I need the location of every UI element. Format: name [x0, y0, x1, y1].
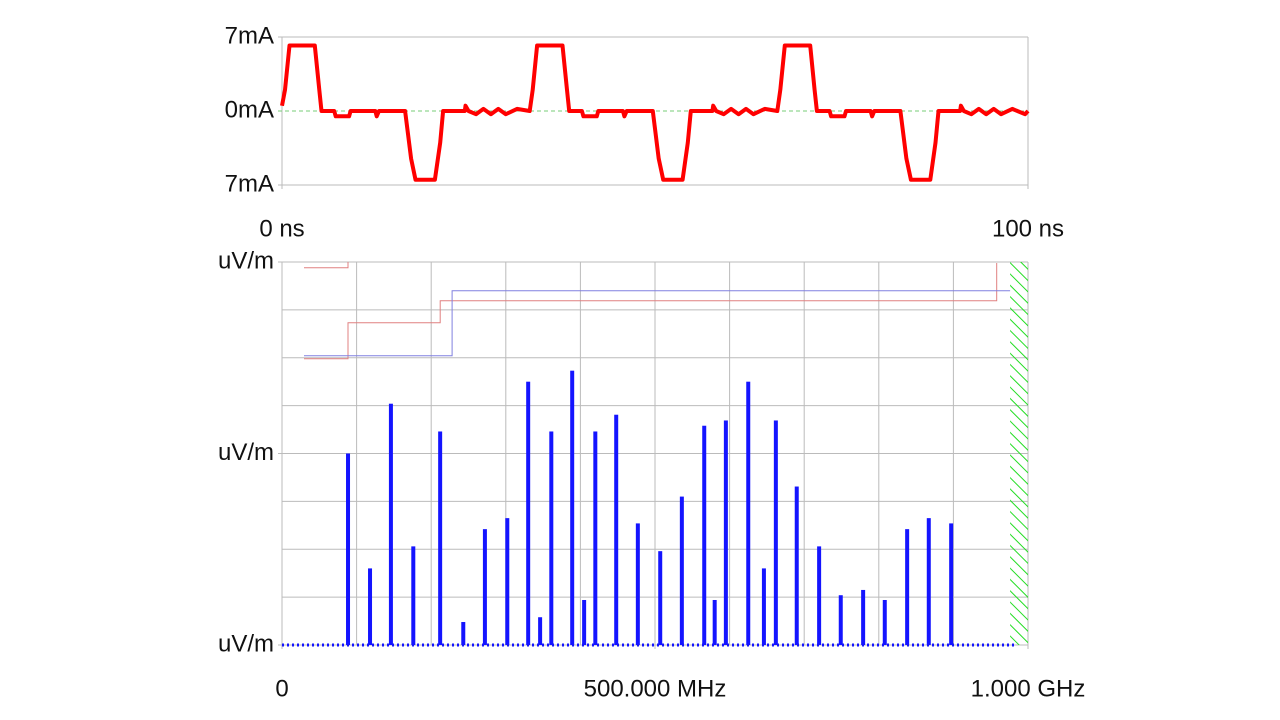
y-tick-label: uV/m — [218, 630, 274, 657]
spectral-line — [482, 529, 487, 645]
spectral-line — [773, 420, 778, 645]
spectral-line — [926, 518, 931, 645]
spectral-line — [746, 381, 751, 645]
spectral-line — [679, 496, 684, 645]
excluded-band — [1010, 262, 1028, 645]
spectral-line — [761, 568, 766, 645]
x-tick-label: 0 ns — [259, 215, 304, 242]
spectral-line — [411, 546, 416, 645]
spectral-line — [570, 370, 575, 645]
spectral-line — [838, 595, 843, 645]
limit-line — [304, 262, 998, 360]
y-tick-label: 0mA — [225, 96, 274, 123]
y-tick-label: uV/m — [218, 247, 274, 274]
spectral-line — [905, 529, 910, 645]
spectral-line — [461, 622, 466, 645]
y-tick-label: uV/m — [218, 439, 274, 466]
spectral-line — [712, 599, 717, 645]
spectral-line — [368, 568, 373, 645]
spectral-line — [388, 403, 393, 645]
spectral-line — [526, 381, 531, 645]
spectral-line — [549, 431, 554, 645]
spectral-line — [817, 546, 822, 645]
limit-line — [304, 290, 1011, 357]
spectral-line — [614, 414, 619, 645]
y-tick-label: 7mA — [225, 22, 274, 49]
spectral-line — [505, 518, 510, 645]
spectral-line — [582, 599, 587, 645]
spectral-line — [702, 425, 707, 645]
spectral-line — [593, 431, 598, 645]
spectral-line — [635, 523, 640, 645]
spectral-line — [538, 617, 543, 645]
x-tick-label: 0 — [275, 675, 288, 702]
x-tick-label: 100 ns — [992, 215, 1064, 242]
spectral-line — [346, 453, 351, 645]
spectral-line — [861, 589, 866, 645]
x-tick-label: 500.000 MHz — [584, 675, 727, 702]
current-trace — [280, 43, 1030, 182]
spectral-line — [658, 551, 663, 645]
spectral-line — [949, 523, 954, 645]
spectral-line — [723, 420, 728, 645]
spectral-line — [794, 486, 799, 645]
spectral-line — [882, 599, 887, 645]
spectral-line — [438, 431, 443, 645]
y-tick-label: 7mA — [225, 170, 274, 197]
x-tick-label: 1.000 GHz — [971, 675, 1086, 702]
